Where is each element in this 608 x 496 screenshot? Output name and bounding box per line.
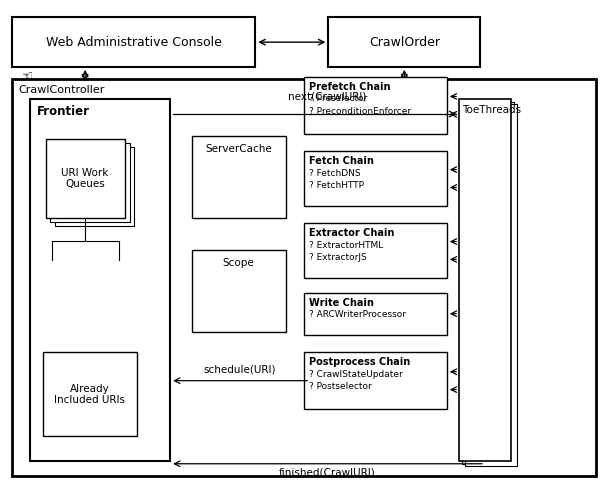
Bar	[50, 143, 130, 222]
Text: ? ExtractorJS: ? ExtractorJS	[309, 253, 367, 262]
Text: Frontier: Frontier	[36, 105, 89, 118]
Text: Web Administrative Console: Web Administrative Console	[46, 36, 222, 49]
Text: ☜: ☜	[22, 70, 33, 83]
Text: ? Postselector: ? Postselector	[309, 382, 371, 391]
Text: ? FetchDNS: ? FetchDNS	[309, 169, 361, 178]
Text: next(CrawlURI): next(CrawlURI)	[288, 92, 366, 102]
Text: Already
Included URIs: Already Included URIs	[54, 383, 125, 405]
Bar	[43, 352, 137, 436]
Bar	[192, 136, 286, 218]
Bar	[55, 147, 134, 226]
Text: finished(CrawlURI): finished(CrawlURI)	[279, 468, 376, 478]
Text: ? ARCWriterProcessor: ? ARCWriterProcessor	[309, 310, 406, 319]
Bar	[192, 250, 286, 332]
Bar	[459, 99, 511, 461]
Text: schedule(URI): schedule(URI)	[204, 365, 277, 375]
Bar	[30, 99, 170, 461]
Text: ? Preselector: ? Preselector	[309, 94, 367, 103]
Text: Prefetch Chain: Prefetch Chain	[309, 82, 390, 92]
Text: Scope: Scope	[223, 258, 255, 268]
Bar	[12, 17, 255, 67]
Text: CrawlOrder: CrawlOrder	[369, 36, 440, 49]
Text: CrawlController: CrawlController	[18, 85, 105, 95]
Bar	[304, 293, 447, 335]
Bar	[304, 77, 447, 134]
Text: ? ExtractorHTML: ? ExtractorHTML	[309, 241, 383, 249]
Text: Extractor Chain: Extractor Chain	[309, 228, 394, 238]
Text: ServerCache: ServerCache	[206, 144, 272, 154]
Bar	[46, 139, 125, 218]
Bar	[304, 151, 447, 206]
Bar	[304, 223, 447, 278]
Bar	[465, 104, 517, 466]
Bar	[462, 102, 514, 464]
Text: ? PreconditionEnforcer: ? PreconditionEnforcer	[309, 107, 411, 116]
Bar	[328, 17, 480, 67]
Bar	[304, 352, 447, 409]
Text: ToeThreads: ToeThreads	[462, 105, 521, 115]
Text: Postprocess Chain: Postprocess Chain	[309, 357, 410, 367]
Text: URI Work
Queues: URI Work Queues	[61, 168, 109, 189]
Text: Fetch Chain: Fetch Chain	[309, 156, 374, 166]
Bar	[12, 79, 596, 476]
Text: Write Chain: Write Chain	[309, 298, 374, 308]
Text: ? CrawlStateUpdater: ? CrawlStateUpdater	[309, 370, 402, 378]
Text: ? FetchHTTP: ? FetchHTTP	[309, 181, 364, 190]
